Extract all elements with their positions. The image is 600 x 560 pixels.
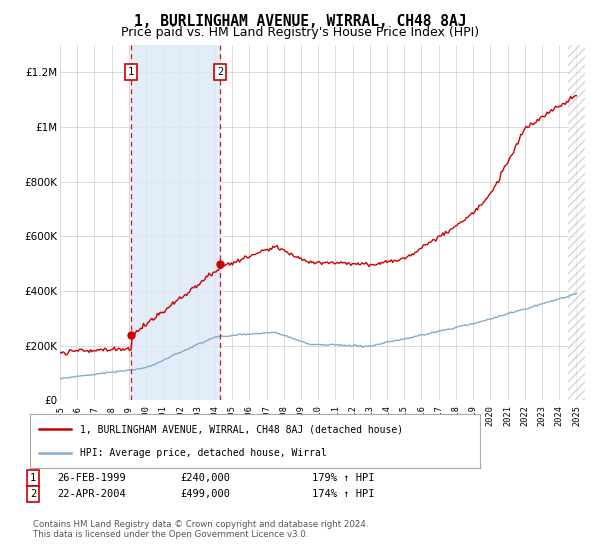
Bar (131, 45, 220, 400)
Text: £240,000: £240,000 (180, 473, 230, 483)
Text: 174% ↑ HPI: 174% ↑ HPI (312, 489, 374, 499)
Text: 1, BURLINGHAM AVENUE, WIRRAL, CH48 8AJ (detached house): 1, BURLINGHAM AVENUE, WIRRAL, CH48 8AJ (… (79, 424, 403, 435)
Text: HPI: Average price, detached house, Wirral: HPI: Average price, detached house, Wirr… (79, 447, 326, 458)
Text: 2: 2 (217, 67, 223, 77)
Text: 22-APR-2004: 22-APR-2004 (57, 489, 126, 499)
Text: 1: 1 (30, 473, 36, 483)
Text: £499,000: £499,000 (180, 489, 230, 499)
Text: 1, BURLINGHAM AVENUE, WIRRAL, CH48 8AJ: 1, BURLINGHAM AVENUE, WIRRAL, CH48 8AJ (134, 14, 466, 29)
Text: 26-FEB-1999: 26-FEB-1999 (57, 473, 126, 483)
Text: 1: 1 (128, 67, 134, 77)
Text: 179% ↑ HPI: 179% ↑ HPI (312, 473, 374, 483)
Bar (568, 45, 593, 400)
Text: Price paid vs. HM Land Registry's House Price Index (HPI): Price paid vs. HM Land Registry's House … (121, 26, 479, 39)
Text: Contains HM Land Registry data © Crown copyright and database right 2024.
This d: Contains HM Land Registry data © Crown c… (33, 520, 368, 539)
Text: 2: 2 (30, 489, 36, 499)
